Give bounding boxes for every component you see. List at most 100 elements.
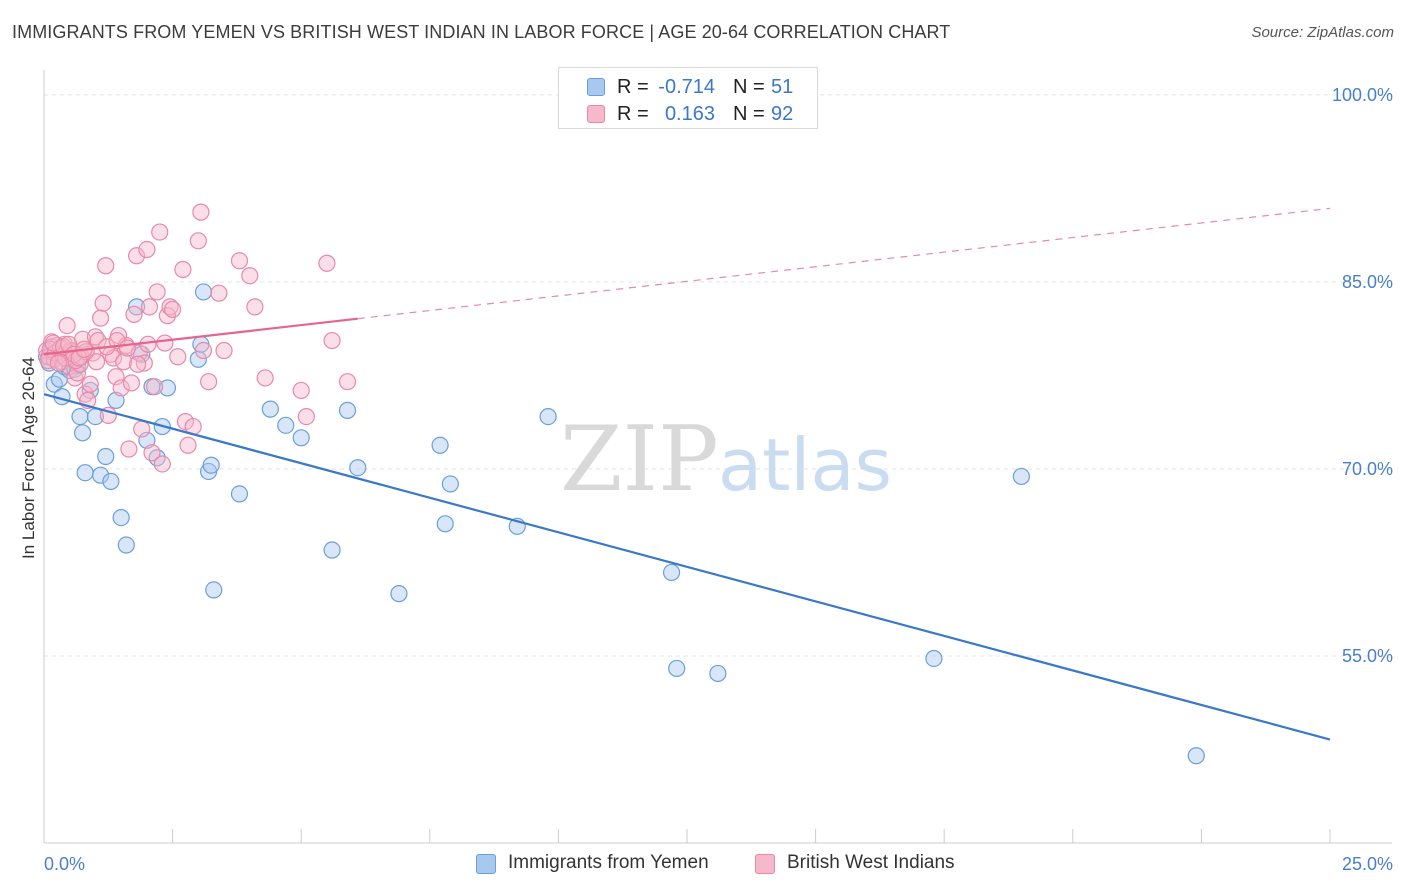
point-1-51 [174, 260, 192, 279]
point-0-16 [97, 447, 115, 466]
point-1-43 [148, 283, 166, 301]
legend-swatch-bwi [755, 854, 775, 874]
point-1-63 [246, 298, 264, 316]
point-0-51 [1012, 467, 1030, 486]
point-1-62 [241, 267, 259, 285]
point-0-17 [102, 472, 120, 491]
point-1-30 [115, 353, 133, 371]
point-1-81 [118, 339, 136, 357]
point-0-10 [71, 408, 89, 426]
stats-legend: R = -0.714 N = 51 R = 0.163 N = 92 [558, 67, 818, 129]
point-0-33 [205, 581, 223, 599]
point-0-12 [76, 464, 94, 482]
point-1-61 [230, 252, 249, 270]
watermark-atlas: atlas [718, 423, 892, 507]
x-tick-label-1: 25.0% [1342, 854, 1393, 874]
n-label: N = [733, 103, 765, 125]
trend-line-bwi-extension [357, 207, 1331, 320]
point-1-84 [39, 351, 57, 370]
r-value: -0.714 [658, 76, 715, 98]
point-1-69 [338, 373, 357, 391]
y-tick-label-3: 100.0% [1332, 85, 1393, 105]
r-value: 0.163 [664, 103, 715, 125]
grid-lines [44, 94, 1392, 657]
trend-line-yemen [43, 393, 1331, 741]
point-0-39 [338, 401, 357, 419]
point-0-30 [194, 283, 213, 301]
x-tick-label-0: 0.0% [44, 854, 85, 874]
point-0-42 [431, 436, 449, 454]
point-0-32 [202, 456, 220, 474]
point-1-48 [161, 298, 179, 316]
point-1-44 [151, 223, 169, 241]
point-0-46 [539, 408, 557, 426]
n-value: 51 [771, 76, 794, 98]
source-label: Source: ZipAtlas.com [1251, 24, 1394, 41]
point-1-35 [127, 247, 146, 265]
point-1-53 [179, 436, 197, 454]
watermark: ZIP atlas [560, 407, 892, 512]
point-0-37 [292, 429, 310, 447]
y-tick-label-0: 55.0% [1342, 646, 1393, 666]
point-0-27 [158, 379, 177, 397]
point-1-56 [192, 203, 210, 221]
point-1-39 [138, 240, 156, 259]
n-value: 92 [771, 103, 794, 125]
series-legend: Immigrants from Yemen British West India… [0, 851, 1406, 877]
point-0-28 [189, 350, 207, 368]
point-0-19 [112, 508, 130, 527]
point-0-50 [925, 649, 943, 668]
r-label: R = [617, 76, 649, 98]
series-yemen-points [37, 283, 1205, 765]
legend-swatch-yemen [476, 854, 496, 874]
point-1-27 [107, 368, 125, 386]
bwi-swatch [587, 105, 605, 123]
point-1-60 [215, 341, 233, 360]
stats-row-yemen: R = -0.714 N = 51 [559, 74, 817, 100]
point-0-47 [662, 563, 681, 582]
point-0-49 [709, 664, 727, 683]
point-0-15 [91, 466, 110, 484]
point-0-20 [117, 536, 135, 554]
point-1-22 [94, 294, 112, 312]
point-0-38 [323, 541, 341, 559]
point-1-33 [122, 374, 141, 392]
point-1-32 [120, 440, 138, 458]
point-1-50 [169, 348, 187, 366]
point-1-49 [164, 300, 182, 318]
n-label: N = [733, 76, 765, 98]
legend-label-bwi: British West Indians [787, 852, 955, 873]
point-1-65 [292, 381, 310, 400]
point-1-38 [135, 354, 153, 372]
point-1-86 [49, 354, 68, 372]
point-1-67 [318, 254, 336, 272]
point-0-36 [277, 416, 295, 434]
point-0-40 [349, 459, 367, 477]
axes [43, 70, 1392, 844]
point-1-82 [129, 355, 147, 373]
stats-row-bwi: R = 0.163 N = 92 [559, 101, 817, 127]
point-1-17 [81, 375, 99, 393]
point-0-11 [73, 424, 92, 442]
trend-line-bwi [43, 317, 358, 356]
point-0-52 [1187, 747, 1205, 765]
legend-label-yemen: Immigrants from Yemen [508, 852, 709, 873]
point-1-23 [97, 257, 115, 275]
point-0-34 [230, 485, 249, 503]
trend-lines [43, 207, 1331, 741]
y-tick-label-2: 85.0% [1342, 272, 1393, 292]
point-1-78 [87, 353, 106, 371]
point-1-55 [189, 232, 207, 250]
point-1-21 [91, 309, 110, 327]
series-bwi-points [37, 203, 357, 473]
chart-title: IMMIGRANTS FROM YEMEN VS BRITISH WEST IN… [12, 22, 951, 42]
point-1-40 [140, 298, 159, 316]
point-1-46 [156, 334, 174, 352]
y-tick-label-1: 70.0% [1342, 459, 1393, 479]
point-1-58 [200, 373, 218, 391]
point-1-66 [297, 408, 315, 426]
point-1-34 [125, 305, 143, 323]
watermark-zip: ZIP [560, 407, 719, 512]
point-1-42 [145, 378, 164, 396]
